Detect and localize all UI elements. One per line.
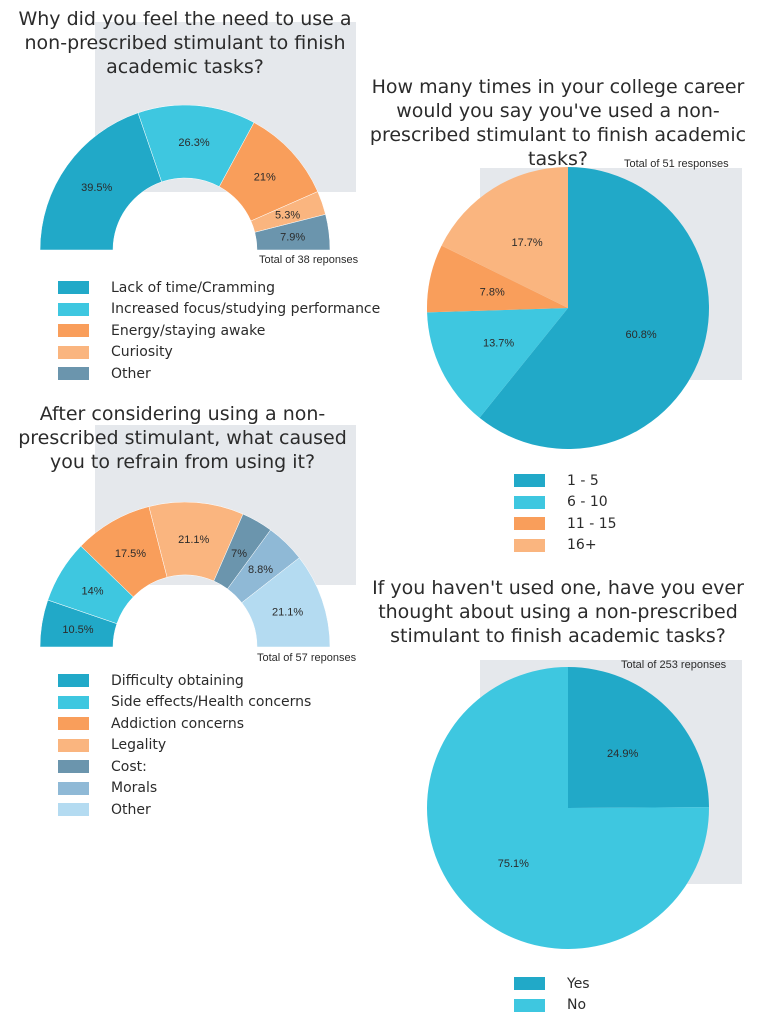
chart1-legend-swatch bbox=[58, 281, 89, 295]
chart4-title: If you haven't used one, have you ever t… bbox=[372, 577, 744, 647]
chart2-legend-label: 16+ bbox=[567, 537, 597, 554]
chart2-slice-11-15 bbox=[427, 245, 568, 313]
chart3-legend-item-difficulty-obtaining: Difficulty obtaining bbox=[58, 670, 311, 692]
chart2-legend-item-16: 16+ bbox=[514, 535, 617, 557]
chart2-slice-6-10 bbox=[427, 308, 568, 418]
chart2-data-label-6-10: 13.7% bbox=[483, 338, 514, 350]
chart3-total-label: Total of 57 reponses bbox=[257, 652, 357, 664]
chart1-data-label-other: 7.9% bbox=[280, 232, 305, 244]
chart2-data-label-11-15: 7.8% bbox=[480, 287, 505, 299]
chart1-legend-item-energy-staying-awake: Energy/staying awake bbox=[58, 320, 380, 342]
chart1-data-label-energy-staying-awake: 21% bbox=[254, 171, 276, 183]
chart3-legend-label: Difficulty obtaining bbox=[111, 672, 244, 689]
chart3-legend-label: Other bbox=[111, 801, 151, 818]
chart3-legend-swatch bbox=[58, 717, 89, 731]
chart2-legend-label: 1 - 5 bbox=[567, 472, 599, 489]
chart1-slice-lack-of-time-cramming bbox=[39, 112, 162, 251]
chart4-legend-item-no: No bbox=[514, 995, 590, 1017]
chart2-legend-item-11-15: 11 - 15 bbox=[514, 513, 617, 535]
chart3-legend-swatch bbox=[58, 738, 89, 752]
chart1-legend-label: Increased focus/studying performance bbox=[111, 301, 381, 318]
chart2-legend-label: 11 - 15 bbox=[567, 515, 617, 532]
chart4-legend-swatch bbox=[514, 998, 545, 1012]
chart4-total-label: Total of 253 reponses bbox=[621, 659, 727, 671]
chart1-legend-swatch bbox=[58, 367, 89, 381]
chart1-legend-item-other: Other bbox=[58, 363, 380, 385]
chart3-data-label-addiction-concerns: 17.5% bbox=[115, 548, 146, 560]
chart4-pie: 24.9% 75.1% bbox=[427, 667, 709, 949]
chart2-pie: 60.8% 13.7% 7.8% 17.7% bbox=[427, 167, 709, 450]
chart1-legend-swatch bbox=[58, 345, 89, 359]
chart3-data-label-other: 21.1% bbox=[272, 607, 303, 619]
chart1-data-label-curiosity: 5.3% bbox=[275, 210, 300, 222]
chart4-legend-item-yes: Yes bbox=[514, 973, 590, 995]
chart3-legend-swatch bbox=[58, 781, 89, 795]
chart3-legend-item-addiction-concerns: Addiction concerns bbox=[58, 713, 311, 735]
chart2-legend: 1 - 5 6 - 10 11 - 15 16+ bbox=[514, 470, 617, 556]
chart2-title: How many times in your college career wo… bbox=[369, 76, 747, 170]
chart2-total-label: Total of 51 responses bbox=[624, 158, 729, 170]
chart3-slice-other bbox=[241, 557, 331, 648]
chart2-data-label-16: 17.7% bbox=[511, 237, 542, 249]
chart3-data-label-legality: 21.1% bbox=[178, 534, 209, 546]
chart4-slice-yes bbox=[568, 667, 709, 808]
chart3-legend: Difficulty obtaining Side effects/Health … bbox=[58, 670, 311, 821]
chart3-legend-label: Cost: bbox=[111, 758, 147, 775]
chart3-data-label-difficulty-obtaining: 10.5% bbox=[62, 624, 93, 636]
chart1-legend: Lack of time/Cramming Increased focus/stu… bbox=[58, 277, 380, 385]
chart3-legend-item-side-effects-health-concerns: Side effects/Health concerns bbox=[58, 692, 311, 714]
chart4-data-label-yes: 24.9% bbox=[607, 748, 638, 760]
chart2-legend-item-1-5: 1 - 5 bbox=[514, 470, 617, 492]
chart2-legend-item-6-10: 6 - 10 bbox=[514, 492, 617, 514]
chart2-slice-1-5 bbox=[479, 167, 709, 450]
chart3-legend-label: Addiction concerns bbox=[111, 715, 245, 732]
chart1-legend-label: Energy/staying awake bbox=[111, 322, 266, 339]
chart4-legend-label: No bbox=[567, 997, 587, 1014]
chart1-slice-other bbox=[254, 214, 331, 251]
chart2-legend-label: 6 - 10 bbox=[567, 494, 608, 511]
chart1-title: Why did you feel the need to use a non-p… bbox=[18, 8, 352, 78]
chart3-half-donut: 10.5% 14% 17.5% 21.1% 7%8.8% 21.1% bbox=[39, 502, 331, 648]
chart4-slice-no bbox=[427, 667, 709, 949]
chart4-legend-label: Yes bbox=[567, 975, 590, 992]
chart2-legend-swatch bbox=[514, 495, 545, 509]
chart4-data-label-no: 75.1% bbox=[498, 858, 529, 870]
chart1-legend-label: Lack of time/Cramming bbox=[111, 279, 275, 296]
chart4-legend: Yes No bbox=[514, 973, 590, 1016]
chart2-data-label-1-5: 60.8% bbox=[626, 329, 657, 341]
chart3-legend-item-legality: Legality bbox=[58, 735, 311, 757]
chart3-data-label-morals: 8.8% bbox=[248, 564, 273, 576]
chart3-legend-label: Morals bbox=[111, 780, 158, 797]
chart2-legend-swatch bbox=[514, 517, 545, 531]
chart1-legend-item-curiosity: Curiosity bbox=[58, 342, 380, 364]
chart3-legend-label: Legality bbox=[111, 737, 167, 754]
chart1-legend-swatch bbox=[58, 324, 89, 338]
chart3-legend-swatch bbox=[58, 674, 89, 688]
chart2-legend-swatch bbox=[514, 474, 545, 488]
chart3-legend-label: Side effects/Health concerns bbox=[111, 694, 312, 711]
chart3-legend-swatch bbox=[58, 760, 89, 774]
chart3-data-label-cost: 7% bbox=[231, 548, 247, 560]
chart4-legend-swatch bbox=[514, 977, 545, 991]
chart3-legend-swatch bbox=[58, 803, 89, 817]
chart1-legend-item-lack-of-time-cramming: Lack of time/Cramming bbox=[58, 277, 380, 299]
chart3-data-label-side-effects-health-concerns: 14% bbox=[81, 585, 103, 597]
chart2-legend-swatch bbox=[514, 538, 545, 552]
chart1-total-label: Total of 38 reponses bbox=[259, 254, 359, 266]
chart2-slice-16 bbox=[441, 167, 568, 308]
chart3-legend-swatch bbox=[58, 695, 89, 709]
chart1-data-label-lack-of-time-cramming: 39.5% bbox=[81, 182, 112, 194]
chart1-legend-label: Other bbox=[111, 365, 151, 382]
chart3-legend-item-cost: Cost: bbox=[58, 756, 311, 778]
chart1-legend-label: Curiosity bbox=[111, 344, 173, 361]
chart3-legend-item-other: Other bbox=[58, 799, 311, 821]
chart1-legend-item-increased-focus-studying-performance: Increased focus/studying performance bbox=[58, 299, 380, 321]
chart1-half-donut: 39.5% 26.3% 21% 5.3% 7.9% bbox=[39, 105, 331, 251]
chart1-data-label-increased-focus-studying-performance: 26.3% bbox=[178, 137, 209, 149]
chart1-legend-swatch bbox=[58, 302, 89, 316]
chart3-legend-item-morals: Morals bbox=[58, 778, 311, 800]
chart3-title: After considering using a non-prescribed… bbox=[18, 403, 347, 473]
